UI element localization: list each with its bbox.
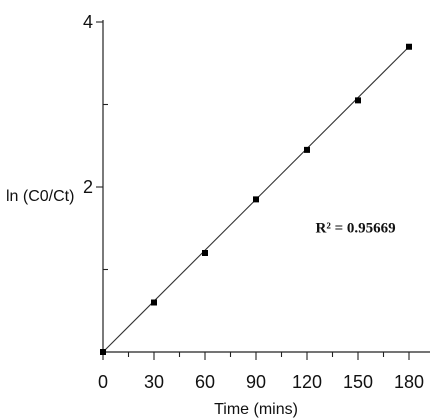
y-tick-label: 4 [83,12,93,32]
axes [102,20,430,353]
data-point [253,196,259,203]
data-point [355,97,361,104]
ticks [96,21,410,360]
x-tick-label: 0 [98,372,108,392]
x-tick-label: 90 [246,372,266,392]
x-tick-label: 30 [144,372,164,392]
x-tick-label: 120 [292,372,322,392]
data-points [100,43,412,355]
y-tick-label: 2 [83,177,93,197]
x-tick-label: 60 [195,372,215,392]
data-point [304,146,310,153]
data-point [151,299,157,306]
y-axis-label: ln (C0/Ct) [6,188,74,205]
x-axis-label: Time (mins) [214,401,298,418]
r-squared-annotation: R² = 0.95669 [316,220,396,236]
data-point [202,250,208,256]
x-tick-label: 150 [343,372,373,392]
data-point [100,349,106,355]
data-point [406,43,412,50]
x-tick-label: 180 [394,372,424,392]
labels: 0 30 60 90 120 150 180 2 4 ln (C0/Ct) Time (mins) R… [6,12,424,418]
